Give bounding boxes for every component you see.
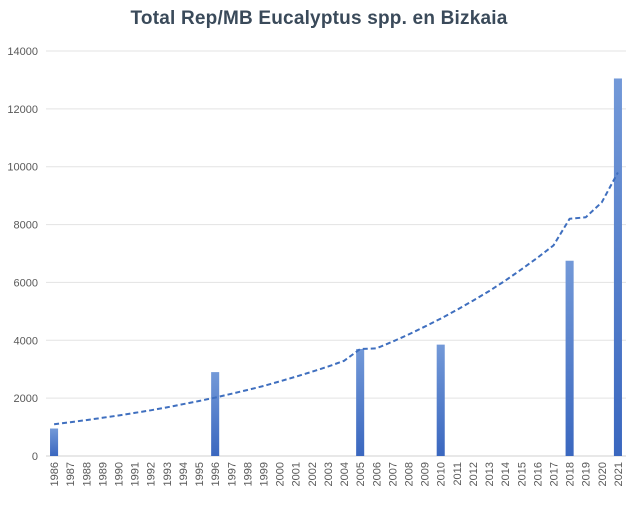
x-tick-label: 2013 (484, 462, 496, 486)
x-tick-label: 2003 (323, 462, 335, 486)
y-tick-label: 6000 (14, 277, 38, 289)
x-tick-label: 1997 (226, 462, 238, 486)
x-tick-label: 2017 (549, 462, 561, 486)
x-tick-label: 1996 (210, 462, 222, 486)
x-tick-label: 2015 (516, 462, 528, 486)
x-tick-label: 1989 (97, 462, 109, 486)
x-tick-label: 2006 (371, 462, 383, 486)
bar (50, 428, 59, 456)
x-tick-label: 1999 (259, 462, 271, 486)
x-tick-label: 1994 (178, 462, 190, 486)
bar (436, 344, 445, 456)
x-tick-label: 2009 (420, 462, 432, 486)
x-tick-label: 2008 (404, 462, 416, 486)
y-tick-label: 2000 (14, 393, 38, 405)
bar (211, 372, 220, 456)
x-tick-label: 1990 (114, 462, 126, 486)
y-tick-label: 8000 (14, 220, 38, 232)
x-tick-label: 2019 (581, 462, 593, 486)
x-tick-label: 1991 (130, 462, 142, 486)
x-tick-label: 2004 (339, 462, 351, 486)
x-tick-label: 2000 (275, 462, 287, 486)
y-tick-label: 4000 (14, 335, 38, 347)
bar (565, 260, 574, 456)
x-tick-label: 2016 (532, 462, 544, 486)
x-tick-label: 1992 (146, 462, 158, 486)
y-tick-label: 14000 (7, 46, 38, 58)
x-tick-label: 2020 (597, 462, 609, 486)
x-tick-label: 1987 (65, 462, 77, 486)
x-tick-label: 1995 (194, 462, 206, 486)
x-tick-label: 2021 (613, 462, 625, 486)
bar (356, 348, 365, 456)
x-tick-label: 2010 (436, 462, 448, 486)
x-tick-label: 2002 (307, 462, 319, 486)
x-tick-label: 1998 (242, 462, 254, 486)
x-tick-label: 1986 (49, 462, 61, 486)
y-tick-label: 10000 (7, 162, 38, 174)
chart-title: Total Rep/MB Eucalyptus spp. en Bizkaia (130, 8, 508, 29)
y-tick-label: 12000 (7, 104, 38, 116)
x-tick-label: 1988 (81, 462, 93, 486)
x-tick-label: 2001 (291, 462, 303, 486)
y-tick-label: 0 (32, 451, 38, 463)
x-tick-label: 1993 (162, 462, 174, 486)
bar (613, 78, 622, 456)
x-tick-label: 2014 (500, 462, 512, 486)
x-tick-label: 2011 (452, 462, 464, 486)
x-tick-label: 2007 (387, 462, 399, 486)
x-tick-label: 2005 (355, 462, 367, 486)
x-tick-label: 2012 (468, 462, 480, 486)
trendline (53, 172, 619, 426)
x-tick-label: 2018 (565, 462, 577, 486)
